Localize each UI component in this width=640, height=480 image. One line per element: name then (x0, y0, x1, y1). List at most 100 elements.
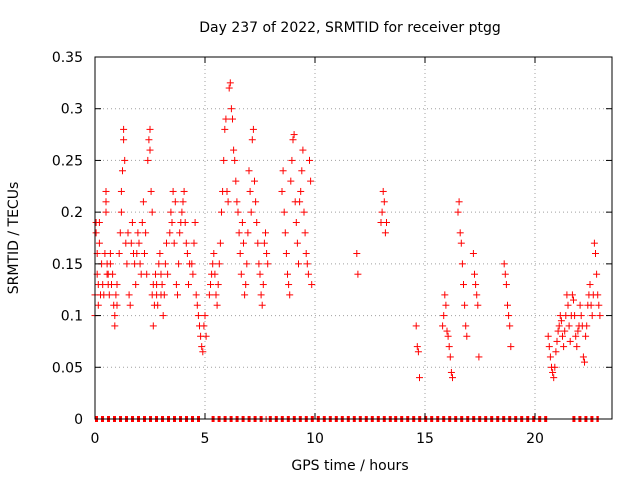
data-point (178, 208, 186, 216)
data-point (124, 229, 132, 237)
data-point (570, 296, 577, 304)
data-point (214, 281, 222, 289)
data-point (544, 332, 552, 340)
data-point (167, 208, 175, 216)
data-point (144, 156, 152, 164)
data-point (583, 322, 591, 330)
data-point (106, 250, 114, 258)
data-point (241, 291, 249, 299)
data-point (354, 270, 362, 278)
data-point (123, 260, 131, 268)
data-point (226, 79, 234, 87)
x-tick-label: 20 (526, 431, 544, 447)
data-point (440, 312, 448, 320)
data-point (551, 363, 559, 371)
data-point (117, 187, 125, 195)
data-point (215, 260, 223, 268)
data-point (304, 270, 312, 278)
data-point (190, 239, 198, 247)
data-point (550, 374, 558, 382)
data-point (561, 327, 569, 335)
data-point (136, 260, 144, 268)
data-point (205, 291, 213, 299)
data-point (181, 218, 189, 226)
data-point (156, 250, 164, 258)
data-point (194, 312, 202, 320)
data-point (507, 343, 515, 351)
data-point (471, 270, 478, 278)
data-point (290, 131, 298, 139)
data-point (240, 239, 247, 247)
data-point (95, 239, 103, 247)
data-point (473, 291, 481, 299)
data-point (218, 208, 225, 216)
data-point (458, 260, 466, 268)
data-point (138, 218, 146, 226)
data-point (236, 250, 244, 258)
data-point (256, 270, 264, 278)
data-point (102, 187, 110, 195)
data-point (185, 281, 192, 289)
data-point (462, 322, 470, 330)
data-point (242, 281, 250, 289)
data-point (553, 337, 561, 345)
data-point (286, 291, 294, 299)
data-point (169, 187, 177, 195)
data-point (223, 187, 231, 195)
data-point (416, 374, 423, 382)
data-point (102, 198, 110, 206)
data-point (119, 167, 126, 175)
data-point (233, 198, 241, 206)
data-point (383, 218, 390, 226)
data-point (106, 260, 114, 268)
grid (95, 57, 612, 419)
x-tick-label: 0 (91, 431, 100, 447)
data-point (193, 301, 201, 309)
data-point (284, 270, 291, 278)
data-point (445, 343, 453, 351)
data-point (237, 270, 245, 278)
data-point (105, 291, 113, 299)
data-point (262, 229, 269, 237)
data-point (260, 239, 268, 247)
data-point (160, 291, 168, 299)
data-point (278, 187, 286, 195)
data-point (191, 218, 199, 226)
data-point (125, 291, 133, 299)
data-point (159, 312, 167, 320)
data-point (179, 198, 187, 206)
data-point (281, 229, 289, 237)
data-point (116, 229, 124, 237)
data-point (308, 281, 316, 289)
data-point (381, 229, 389, 237)
data-point (442, 301, 450, 309)
data-point (212, 291, 220, 299)
axis-ticks: 0 0.05 0.1 0.15 0.2 0.25 0.3 0.35 0 5 10 15 20 (52, 50, 612, 447)
y-tick-label: 0.1 (61, 309, 83, 325)
data-point (444, 332, 452, 340)
data-point (573, 343, 581, 351)
data-point (595, 301, 603, 309)
data-point (163, 239, 170, 247)
data-point (146, 146, 154, 154)
data-point (564, 301, 572, 309)
data-point (128, 218, 136, 226)
x-tick-label: 5 (201, 431, 210, 447)
data-point (148, 208, 156, 216)
data-point (571, 312, 579, 320)
data-point (292, 218, 300, 226)
data-point (574, 327, 582, 335)
data-point (474, 301, 482, 309)
data-point (253, 218, 261, 226)
data-point (565, 322, 573, 330)
data-point (441, 291, 449, 299)
data-point (200, 322, 208, 330)
data-point (231, 156, 239, 164)
data-point (251, 177, 258, 185)
data-point (472, 281, 480, 289)
data-point (505, 312, 513, 320)
data-point (552, 348, 560, 356)
y-axis-title: SRMTID / TECUs (6, 182, 22, 295)
data-point (141, 250, 148, 258)
